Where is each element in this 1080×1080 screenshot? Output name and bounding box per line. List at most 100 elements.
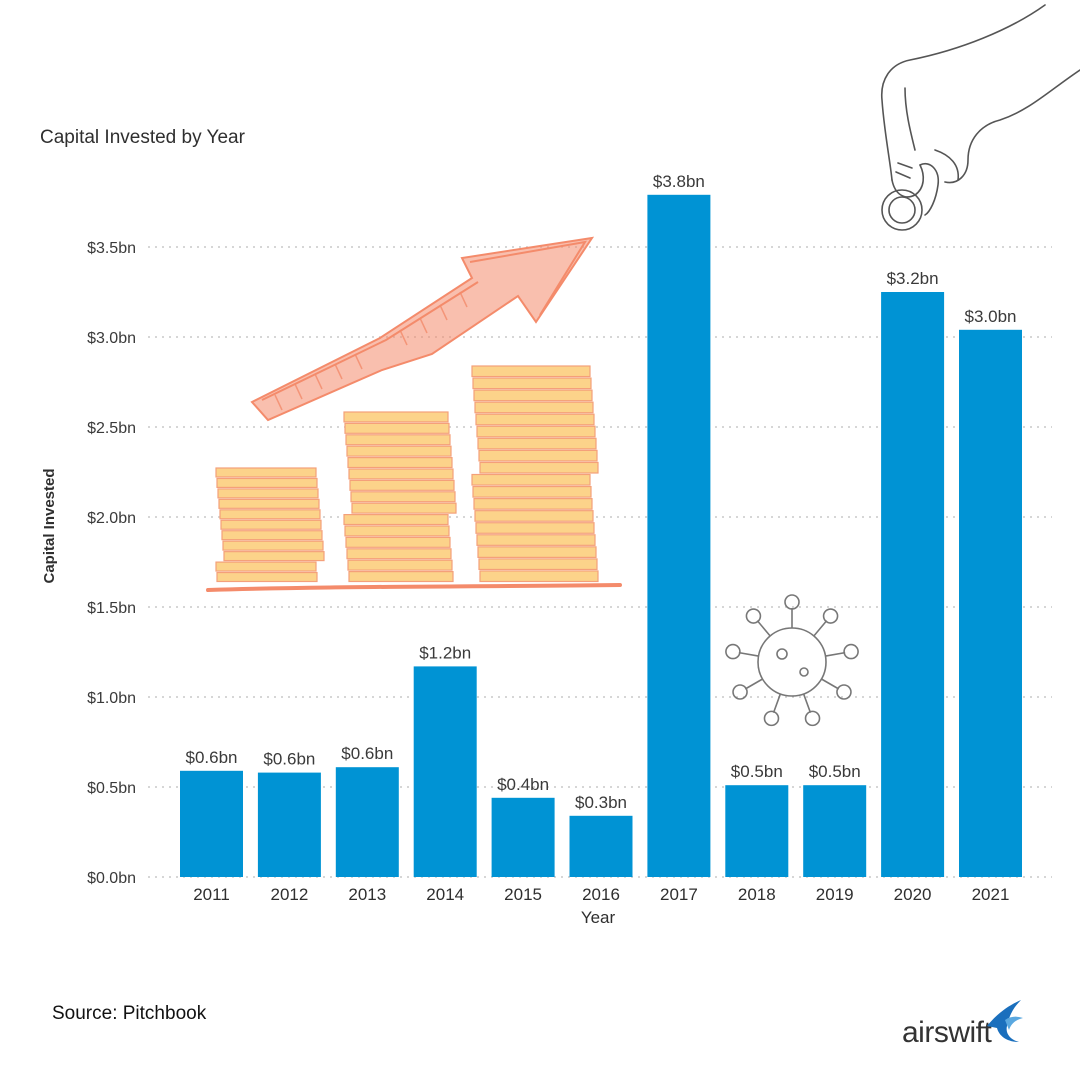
- coin: [215, 467, 317, 478]
- bar-value-label: $0.6bn: [186, 748, 238, 767]
- y-axis-title: Capital Invested: [41, 468, 58, 583]
- x-tick-label: 2021: [972, 885, 1010, 904]
- coin: [217, 488, 319, 499]
- coin: [471, 365, 591, 378]
- bar-2020: [881, 292, 945, 877]
- source-note: Source: Pitchbook: [52, 1003, 207, 1024]
- coin: [222, 540, 324, 551]
- bar-2011: [180, 770, 243, 877]
- x-tick-label: 2012: [270, 885, 308, 904]
- coin: [215, 561, 317, 572]
- swift-bird-icon: [987, 1000, 1024, 1042]
- x-tick-label: 2014: [426, 885, 464, 904]
- y-tick-label: $0.5bn: [87, 780, 136, 797]
- bars: $0.6bn $0.6bn $0.6bn $1.2bn $0.4bn $0.3bn $3.8…: [180, 172, 1022, 878]
- coin: [350, 491, 456, 503]
- coin: [219, 509, 321, 520]
- coin: [220, 519, 322, 530]
- coin: [345, 434, 451, 446]
- bar-2019: [803, 785, 867, 877]
- x-tick-label: 2020: [894, 885, 932, 904]
- coin: [221, 530, 323, 541]
- coin-base-line: [206, 583, 622, 592]
- y-tick-label: $3.0bn: [87, 330, 136, 347]
- coin: [478, 449, 598, 462]
- x-tick-label: 2013: [348, 885, 386, 904]
- growth-arrow-sketch: [250, 236, 595, 422]
- bar-2016: [569, 815, 633, 877]
- coin: [343, 411, 449, 423]
- bar-2013: [335, 767, 399, 877]
- coin: [351, 502, 457, 514]
- coin: [348, 468, 454, 480]
- coin: [343, 513, 449, 526]
- bar-value-label: $1.2bn: [419, 643, 471, 662]
- coin: [478, 558, 598, 571]
- y-tick-label: $0.0bn: [87, 870, 136, 887]
- x-tick-label: 2017: [660, 885, 698, 904]
- bar-value-label: $0.6bn: [341, 744, 393, 763]
- brand-logo: airswift: [902, 996, 1025, 1050]
- brand-name: airswift: [902, 1016, 992, 1049]
- bar-2017: [647, 194, 711, 878]
- x-tick-label: 2016: [582, 885, 620, 904]
- coin: [216, 477, 318, 489]
- bar-value-label: $0.5bn: [809, 762, 861, 781]
- coin: [218, 498, 320, 509]
- coin: [346, 445, 452, 457]
- coin: [348, 570, 454, 583]
- x-axis-title: Year: [581, 908, 616, 927]
- coin: [475, 522, 595, 534]
- coin: [472, 485, 592, 498]
- hand-with-coin-sketch: [881, 4, 1080, 231]
- coin: [474, 401, 594, 414]
- bar-value-label: $3.0bn: [965, 307, 1017, 326]
- bar-2021: [959, 329, 1022, 877]
- coin: [476, 425, 596, 438]
- coin: [477, 437, 597, 450]
- coin: [347, 457, 453, 469]
- x-tick-label: 2015: [504, 885, 542, 904]
- bar-value-label: $0.5bn: [731, 762, 783, 781]
- bar-value-label: $3.2bn: [887, 269, 939, 288]
- coin: [479, 461, 599, 474]
- bar-2012: [257, 772, 321, 877]
- coin: [476, 534, 596, 546]
- y-tick-label: $1.5bn: [87, 600, 136, 617]
- bar-value-label: $3.8bn: [653, 172, 705, 191]
- bar-value-label: $0.3bn: [575, 793, 627, 812]
- coin: [346, 548, 452, 560]
- coin: [473, 389, 593, 402]
- y-tick-label: $2.5bn: [87, 420, 136, 437]
- virus-sketch: [725, 594, 859, 727]
- coin: [479, 570, 599, 583]
- x-tick-label: 2019: [816, 885, 854, 904]
- coin: [472, 377, 592, 390]
- y-tick-label: $3.5bn: [87, 240, 136, 257]
- x-tick-label: 2011: [193, 885, 230, 904]
- y-tick-label: $2.0bn: [87, 510, 136, 527]
- axis-ticks: $0.0bn $0.5bn $1.0bn $1.5bn $2.0bn $2.5bn $3.0…: [87, 240, 1009, 904]
- coin: [345, 536, 451, 548]
- bar-2018: [725, 785, 789, 877]
- chart-title: Capital Invested by Year: [40, 127, 246, 148]
- coin: [223, 551, 325, 562]
- coin: [474, 510, 594, 522]
- coin: [349, 479, 455, 491]
- coin: [344, 525, 450, 537]
- coin: [216, 571, 318, 583]
- bar-value-label: $0.6bn: [263, 750, 315, 769]
- bar-2014: [413, 666, 477, 877]
- coin: [471, 473, 591, 486]
- coin: [475, 413, 595, 426]
- bar-value-label: $0.4bn: [497, 775, 549, 794]
- coin: [347, 559, 453, 571]
- coin-stacks-sketch: [206, 365, 622, 592]
- bar-2015: [491, 797, 555, 877]
- x-tick-label: 2018: [738, 885, 776, 904]
- coin: [477, 546, 597, 558]
- y-tick-label: $1.0bn: [87, 690, 136, 707]
- coin: [473, 498, 593, 510]
- coin: [344, 422, 450, 434]
